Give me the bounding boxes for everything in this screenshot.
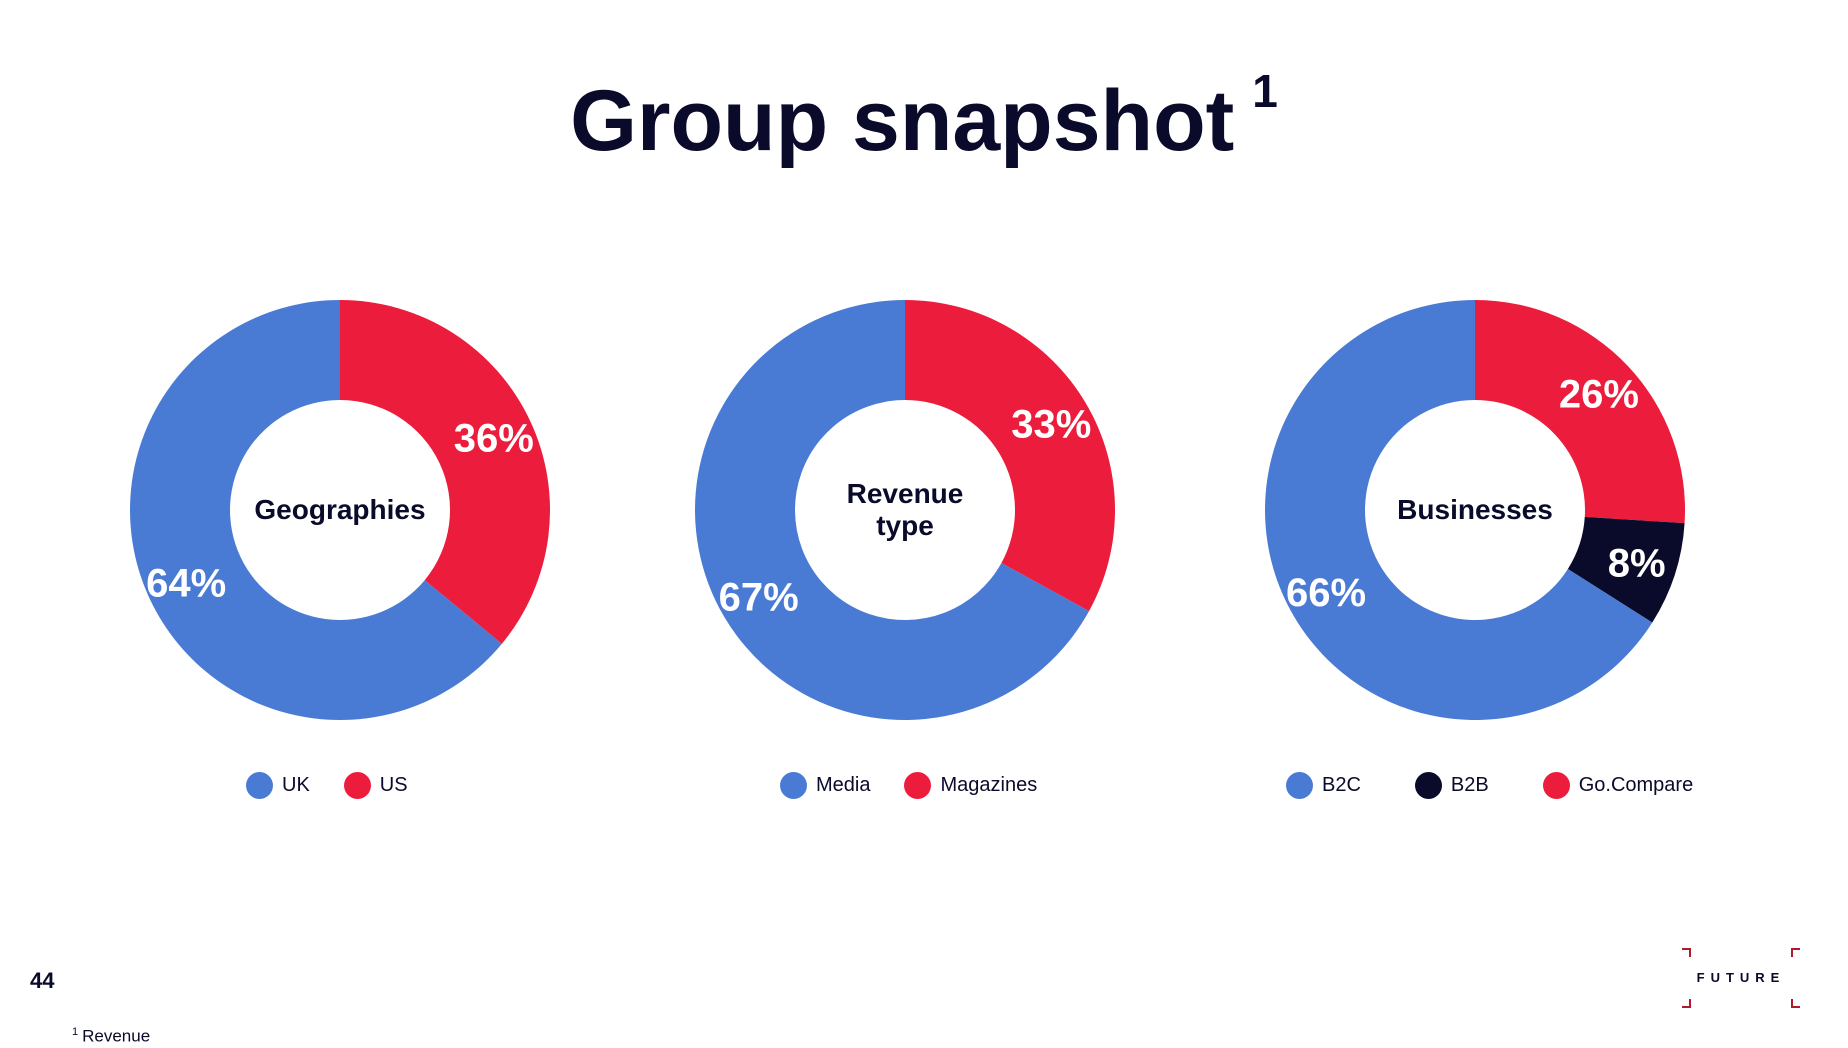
donut-center-label: Businesses — [1397, 493, 1553, 525]
donut-svg: 33% 67% — [695, 300, 1115, 720]
footnote-marker: 1 — [72, 1026, 79, 1038]
footnote-text: Revenue — [82, 1026, 151, 1046]
logo-corner-icon — [1791, 948, 1800, 957]
legend-dot-icon — [780, 772, 807, 799]
data-label-magazines: 33% — [1011, 402, 1091, 446]
legend-item-media: Media — [780, 772, 870, 799]
legend-label: Go.Compare — [1578, 774, 1694, 796]
donut-center-label: Revenue type — [846, 477, 964, 541]
donut-chart-businesses: 26% 8% 66% Businesses — [1265, 300, 1685, 720]
donut-slice-b2c — [1265, 300, 1653, 720]
legend-geographies: UK US — [246, 772, 408, 799]
donut-center-label: Geographies — [254, 493, 426, 525]
legend-item-uk: UK — [246, 772, 310, 799]
page-title: Group snapshot 1 — [0, 68, 1848, 164]
data-label-go-compare: 26% — [1559, 373, 1639, 417]
legend-item-b2c: B2C — [1286, 772, 1361, 799]
legend-dot-icon — [1286, 772, 1313, 799]
legend-label: Magazines — [940, 774, 1038, 796]
donut-svg: 36% 64% — [130, 300, 550, 720]
logo-corner-icon — [1791, 999, 1800, 1008]
legend-dot-icon — [1542, 772, 1570, 799]
legend-dot-icon — [1414, 772, 1442, 799]
legend-label: Media — [816, 774, 871, 796]
data-label-uk: 64% — [146, 561, 226, 605]
legend-item-b2b: B2B — [1414, 772, 1489, 799]
legend-dot-icon — [246, 772, 273, 799]
data-label-media: 67% — [719, 576, 799, 620]
donut-svg: 26% 8% 66% — [1265, 300, 1685, 720]
data-label-b2c: 66% — [1286, 571, 1366, 615]
legend-businesses: B2C B2B Go.Compare — [1286, 772, 1693, 799]
logo-corner-icon — [1682, 948, 1691, 957]
legend-label: B2B — [1450, 774, 1489, 796]
title-superscript: 1 — [1252, 65, 1278, 117]
donut-slice-go-compare — [1475, 300, 1685, 524]
legend-label: B2C — [1322, 774, 1361, 796]
donut-slice-magazines — [905, 300, 1115, 612]
legend-dot-icon — [904, 772, 932, 799]
logo-text: FUTURE — [1696, 970, 1786, 985]
legend-dot-icon — [343, 772, 371, 799]
donut-chart-revenue-type: 33% 67% Revenue type — [695, 300, 1115, 720]
data-label-b2b: 8% — [1608, 542, 1666, 586]
legend-item-magazines: Magazines — [904, 772, 1037, 799]
donut-slice-us — [340, 300, 550, 644]
legend-label: US — [379, 774, 408, 796]
legend-revenue-type: Media Magazines — [780, 772, 1037, 799]
logo-corner-icon — [1682, 999, 1691, 1008]
footnote: 1 Revenue — [72, 1026, 150, 1047]
data-label-us: 36% — [454, 417, 534, 461]
legend-item-us: US — [343, 772, 408, 799]
future-logo: FUTURE — [1682, 948, 1800, 1008]
page-number: 44 — [30, 968, 55, 993]
legend-label: UK — [282, 774, 310, 796]
legend-item-go-compare: Go.Compare — [1542, 772, 1694, 799]
donut-slice-uk — [130, 300, 502, 720]
donut-slice-media — [695, 300, 1090, 720]
donut-chart-geographies: 36% 64% Geographies — [130, 300, 550, 720]
donut-slice-b2b — [1567, 516, 1685, 623]
title-text: Group snapshot — [570, 73, 1235, 169]
